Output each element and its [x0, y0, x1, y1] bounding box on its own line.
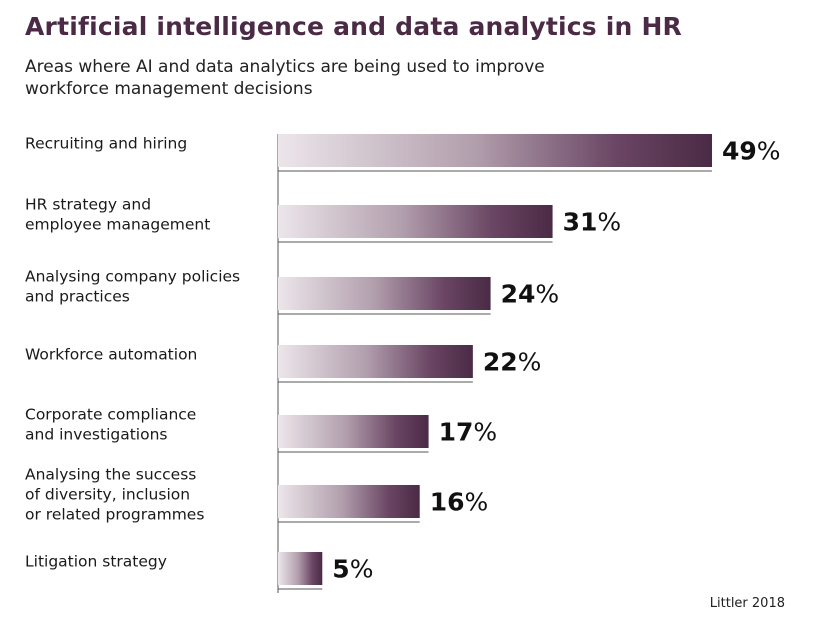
chart-title: Artificial intelligence and data analyti… — [25, 12, 683, 41]
source-note: Littler 2018 — [709, 596, 785, 611]
value-label: 49% — [722, 137, 781, 166]
bar — [278, 134, 712, 167]
category-label: Litigation strategy — [25, 553, 167, 571]
category-label: HR strategy and employee management — [25, 196, 210, 234]
chart-subtitle: Areas where AI and data analytics are be… — [25, 57, 545, 99]
value-label: 24% — [501, 280, 560, 309]
bar-chart: 49% Recruiting and hiring 31% HR strategy a… — [25, 134, 781, 593]
category-label: Workforce automation — [25, 346, 197, 364]
bar — [278, 552, 323, 585]
bar — [278, 205, 553, 238]
bar — [278, 345, 473, 378]
category-label: Analysing the success of diversity, inclu… — [25, 466, 204, 524]
value-label: 5% — [332, 555, 373, 584]
value-label: 16% — [430, 488, 489, 517]
category-label: Corporate compliance and investigations — [25, 406, 196, 444]
bar — [278, 485, 420, 518]
bar — [278, 415, 429, 448]
category-label: Analysing company policies and practices — [25, 268, 240, 306]
value-label: 22% — [483, 348, 542, 377]
value-label: 17% — [439, 418, 498, 447]
value-label: 31% — [563, 208, 622, 237]
bar — [278, 277, 491, 310]
category-label: Recruiting and hiring — [25, 135, 187, 153]
